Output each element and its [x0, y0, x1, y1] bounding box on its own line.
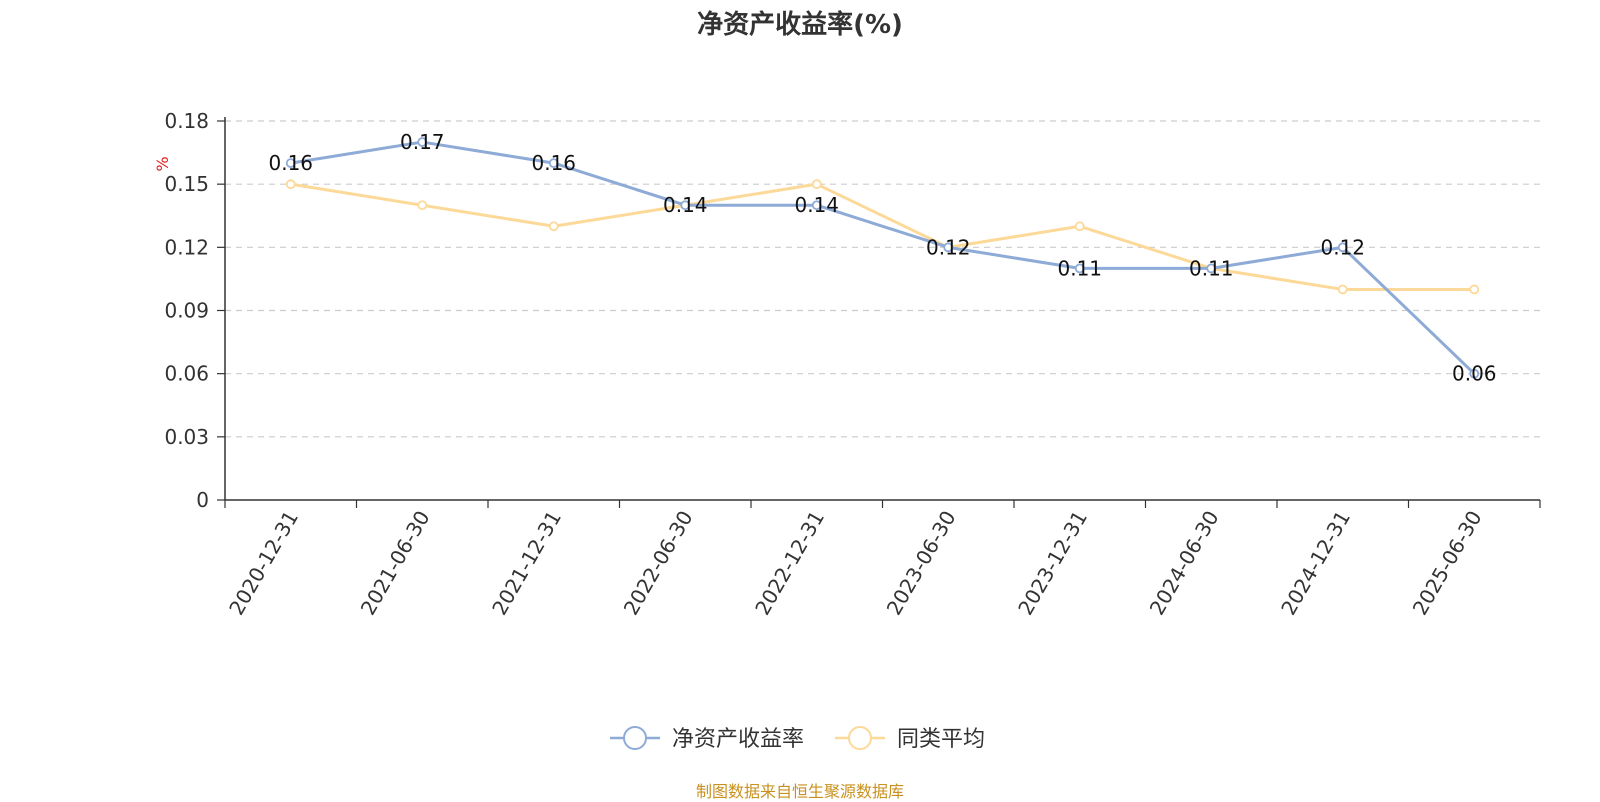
- series-line-0: [290, 140, 1476, 375]
- data-labels: 0.16 0.17 0.16 0.14 0.14 0.12 0.11 0.11 0.12 0.06: [268, 130, 1496, 386]
- data-point: [417, 200, 428, 211]
- data-point: [1074, 263, 1085, 274]
- data-label: 0.11: [1057, 256, 1102, 280]
- data-label: 0.14: [663, 193, 708, 217]
- series-line-1: [290, 182, 1475, 291]
- data-label: 0.17: [400, 130, 445, 154]
- legend-marker: [623, 726, 647, 750]
- x-tick-label: 2021-12-31: [487, 507, 566, 620]
- x-tick-label: 2023-06-30: [882, 507, 961, 620]
- data-point: [680, 200, 691, 211]
- x-tick-label: 2025-06-30: [1408, 507, 1487, 620]
- data-point: [548, 158, 559, 169]
- data-label: 0.14: [794, 193, 839, 217]
- data-label: 0.06: [1452, 362, 1497, 386]
- x-tick-label: 2023-12-31: [1013, 507, 1092, 620]
- x-tick-label: 2024-12-31: [1276, 507, 1355, 620]
- x-tick-label: 2020-12-31: [224, 507, 303, 620]
- legend-item-0: 净资产收益率: [610, 726, 804, 752]
- data-point: [548, 221, 559, 232]
- chart-title: 净资产收益率(%): [697, 10, 903, 40]
- data-label: 0.11: [1189, 256, 1234, 280]
- data-label: 0.16: [268, 151, 313, 175]
- x-tick-label: 2024-06-30: [1145, 507, 1224, 620]
- data-point: [1469, 368, 1480, 379]
- source-note: 制图数据来自恒生聚源数据库: [695, 782, 904, 801]
- data-point: [1074, 221, 1085, 232]
- data-point: [285, 158, 296, 169]
- series: [285, 137, 1480, 379]
- x-tick-label: 2022-12-31: [750, 507, 829, 620]
- legend-marker: [848, 726, 872, 750]
- y-tick-label: 0.18: [164, 109, 209, 133]
- grid-lines: [225, 120, 1540, 438]
- legend: 净资产收益率 同类平均: [610, 726, 985, 752]
- legend-label: 同类平均: [897, 727, 985, 752]
- data-point: [811, 179, 822, 190]
- y-tick-label: 0.06: [164, 362, 209, 386]
- y-tick-label: 0: [196, 488, 209, 512]
- data-point: [417, 137, 428, 147]
- x-tick-label: 2021-06-30: [356, 507, 435, 620]
- legend-item-1: 同类平均: [835, 726, 985, 752]
- data-point: [811, 200, 822, 211]
- axes: 0 0.03 0.06 0.09 0.12 0.15 0.18 2020-12-31 2021-…: [164, 109, 1541, 620]
- data-label: 0.16: [531, 151, 576, 175]
- data-point: [1469, 284, 1480, 295]
- legend-label: 净资产收益率: [672, 727, 804, 752]
- data-label: 0.12: [926, 235, 971, 259]
- y-tick-label: 0.15: [164, 172, 209, 196]
- y-tick-label: 0.12: [164, 235, 209, 259]
- y-axis-label: %: [153, 156, 172, 171]
- y-tick-label: 0.03: [164, 425, 209, 449]
- x-tick-label: 2022-06-30: [619, 507, 698, 620]
- data-label: 0.12: [1320, 235, 1365, 259]
- data-point: [943, 242, 954, 253]
- data-point: [1337, 284, 1348, 295]
- data-point: [1206, 263, 1217, 274]
- y-tick-label: 0.09: [164, 299, 209, 323]
- data-point: [285, 179, 296, 190]
- data-point: [1337, 242, 1348, 253]
